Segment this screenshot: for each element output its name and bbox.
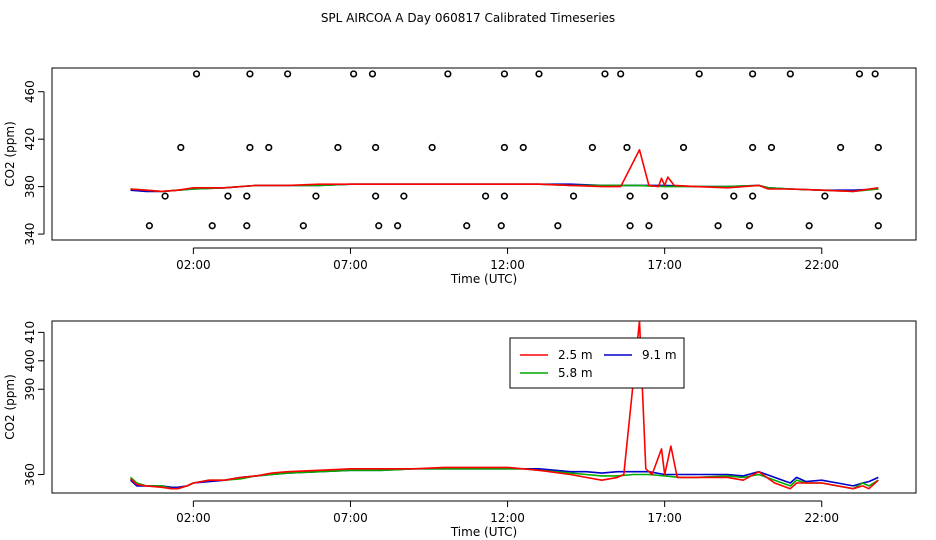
x-tick-label: 07:00 [333, 511, 368, 525]
y-tick-label: 380 [23, 175, 37, 198]
y-tick-label: 420 [23, 128, 37, 151]
y-tick-label: 410 [23, 321, 37, 344]
plot-frame [51, 67, 917, 241]
legend-box [509, 337, 685, 389]
y-tick-label: 460 [23, 80, 37, 103]
x-tick-label: 17:00 [647, 258, 682, 272]
plot-area [130, 70, 882, 230]
bottom-panel: 02:00 07:00 12:00 17:00 22:00 Time (UTC) 360 39… [3, 320, 917, 539]
calibration-point [284, 70, 292, 78]
calibration-point [224, 192, 232, 200]
calibration-point [626, 222, 634, 230]
calibration-point [749, 192, 757, 200]
plot-area [129, 321, 879, 490]
calibration-point [145, 222, 153, 230]
calibration-point [554, 222, 562, 230]
legend-label: 2.5 m [558, 348, 593, 362]
calibration-point [444, 70, 452, 78]
top-panel: 02:00 07:00 12:00 17:00 22:00 Time (UTC) 340 38… [3, 67, 917, 286]
calibration-point [535, 70, 543, 78]
calibration-point [372, 143, 380, 152]
calibration-point [177, 143, 185, 152]
x-tick-label: 22:00 [804, 258, 839, 272]
x-axis-label: Time (UTC) [450, 272, 517, 286]
calibration-point [855, 70, 864, 78]
legend-label: 5.8 m [558, 366, 593, 380]
x-tick-label: 12:00 [490, 258, 525, 272]
series-line-58m [129, 468, 879, 490]
calibration-point [161, 192, 169, 200]
calibration-point [569, 192, 578, 200]
calibration-point [265, 143, 273, 152]
legend-label: 9.1 m [642, 348, 677, 362]
calibration-point [519, 143, 527, 152]
calibration-point [617, 70, 625, 78]
x-tick-label: 02:00 [176, 511, 211, 525]
calibration-point [312, 192, 320, 200]
calibration-point [299, 222, 307, 230]
calibration-point [626, 192, 634, 200]
page-title: SPL AIRCOA A Day 060817 Calibrated Times… [321, 11, 615, 25]
calibration-point [428, 143, 436, 152]
calibration-point [749, 143, 757, 152]
calibration-point [463, 222, 471, 230]
x-tick-label: 17:00 [647, 511, 682, 525]
calibration-point [375, 222, 383, 230]
x-axis-label: Time (UTC) [450, 525, 517, 539]
calibration-point [372, 192, 380, 200]
calibration-point [243, 192, 251, 200]
calibration-point [400, 192, 408, 200]
calibration-point [786, 70, 794, 78]
calibration-point [745, 222, 754, 230]
calibration-point [500, 70, 509, 78]
y-tick-label: 360 [23, 463, 37, 486]
x-tick-label: 12:00 [490, 511, 525, 525]
calibration-point [874, 143, 882, 152]
calibration-point [500, 143, 509, 152]
calibration-point [623, 143, 631, 152]
calibration-point [208, 222, 216, 230]
plot-frame [51, 320, 917, 494]
y-tick-label: 390 [23, 378, 37, 401]
x-tick-label: 02:00 [176, 258, 211, 272]
calibration-point [695, 70, 703, 78]
calibration-point [246, 70, 254, 78]
y-tick-label: 400 [23, 349, 37, 372]
calibration-point [821, 192, 829, 200]
calibration-point [679, 143, 688, 152]
y-axis-label: CO2 (ppm) [3, 374, 17, 440]
calibration-point [500, 192, 509, 200]
calibration-point [714, 222, 722, 230]
calibration-point [243, 222, 251, 230]
calibration-point [368, 70, 377, 78]
calibration-point [805, 222, 813, 230]
calibration-point [767, 143, 776, 152]
calibration-point [246, 143, 254, 152]
x-tick-label: 07:00 [333, 258, 368, 272]
calibration-point [394, 222, 402, 230]
calibration-point [874, 222, 882, 230]
calibration-point [749, 70, 757, 78]
y-axis-label: CO2 (ppm) [3, 121, 17, 187]
calibration-point [481, 192, 490, 200]
calibration-point [350, 70, 358, 78]
series-line-25m [130, 149, 879, 193]
calibration-point [588, 143, 596, 152]
calibration-point [334, 143, 342, 152]
calibration-point [874, 192, 882, 200]
calibration-point [730, 192, 738, 200]
legend: 2.5 m 9.1 m 5.8 m [509, 337, 685, 389]
y-tick-label: 340 [23, 223, 37, 246]
calibration-point [871, 70, 879, 78]
x-tick-label: 22:00 [804, 511, 839, 525]
series-line-25m [129, 321, 879, 490]
calibration-point [836, 143, 845, 152]
calibration-point [645, 222, 653, 230]
calibration-point [661, 192, 669, 200]
calibration-point [192, 70, 201, 78]
calibration-point [497, 222, 505, 230]
calibration-point [601, 70, 609, 78]
